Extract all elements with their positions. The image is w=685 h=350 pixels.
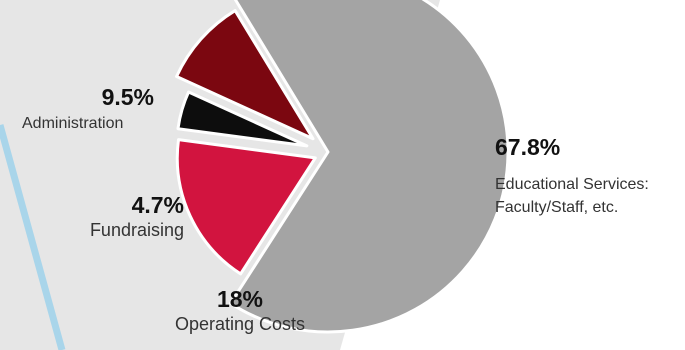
data-label-administration: 9.5% <box>101 84 154 110</box>
accent-stripe <box>0 124 66 350</box>
label-educational-services: 67.8% Educational Services: Faculty/Staf… <box>495 134 649 217</box>
label-fundraising: 4.7% Fundraising <box>60 192 184 241</box>
category-label-educational-services-line2: Faculty/Staff, etc. <box>495 198 619 216</box>
label-administration: 9.5% Administration <box>20 84 154 133</box>
category-label-fundraising: Fundraising <box>89 219 184 240</box>
data-label-fundraising: 4.7% <box>131 192 184 218</box>
slice-fundraising <box>176 90 309 148</box>
label-operating-costs: 18% Operating Costs <box>150 286 330 335</box>
slice-administration <box>175 9 315 141</box>
slice-operating-costs <box>175 138 317 276</box>
slice-educational-services <box>229 0 510 334</box>
category-label-administration: Administration <box>22 114 124 132</box>
data-label-educational-services: 67.8% <box>495 134 561 160</box>
category-label-educational-services-line1: Educational Services: <box>495 175 649 193</box>
category-label-operating-costs: Operating Costs <box>174 313 306 334</box>
pie-slices <box>175 0 510 334</box>
data-label-operating-costs: 18% <box>216 286 264 312</box>
